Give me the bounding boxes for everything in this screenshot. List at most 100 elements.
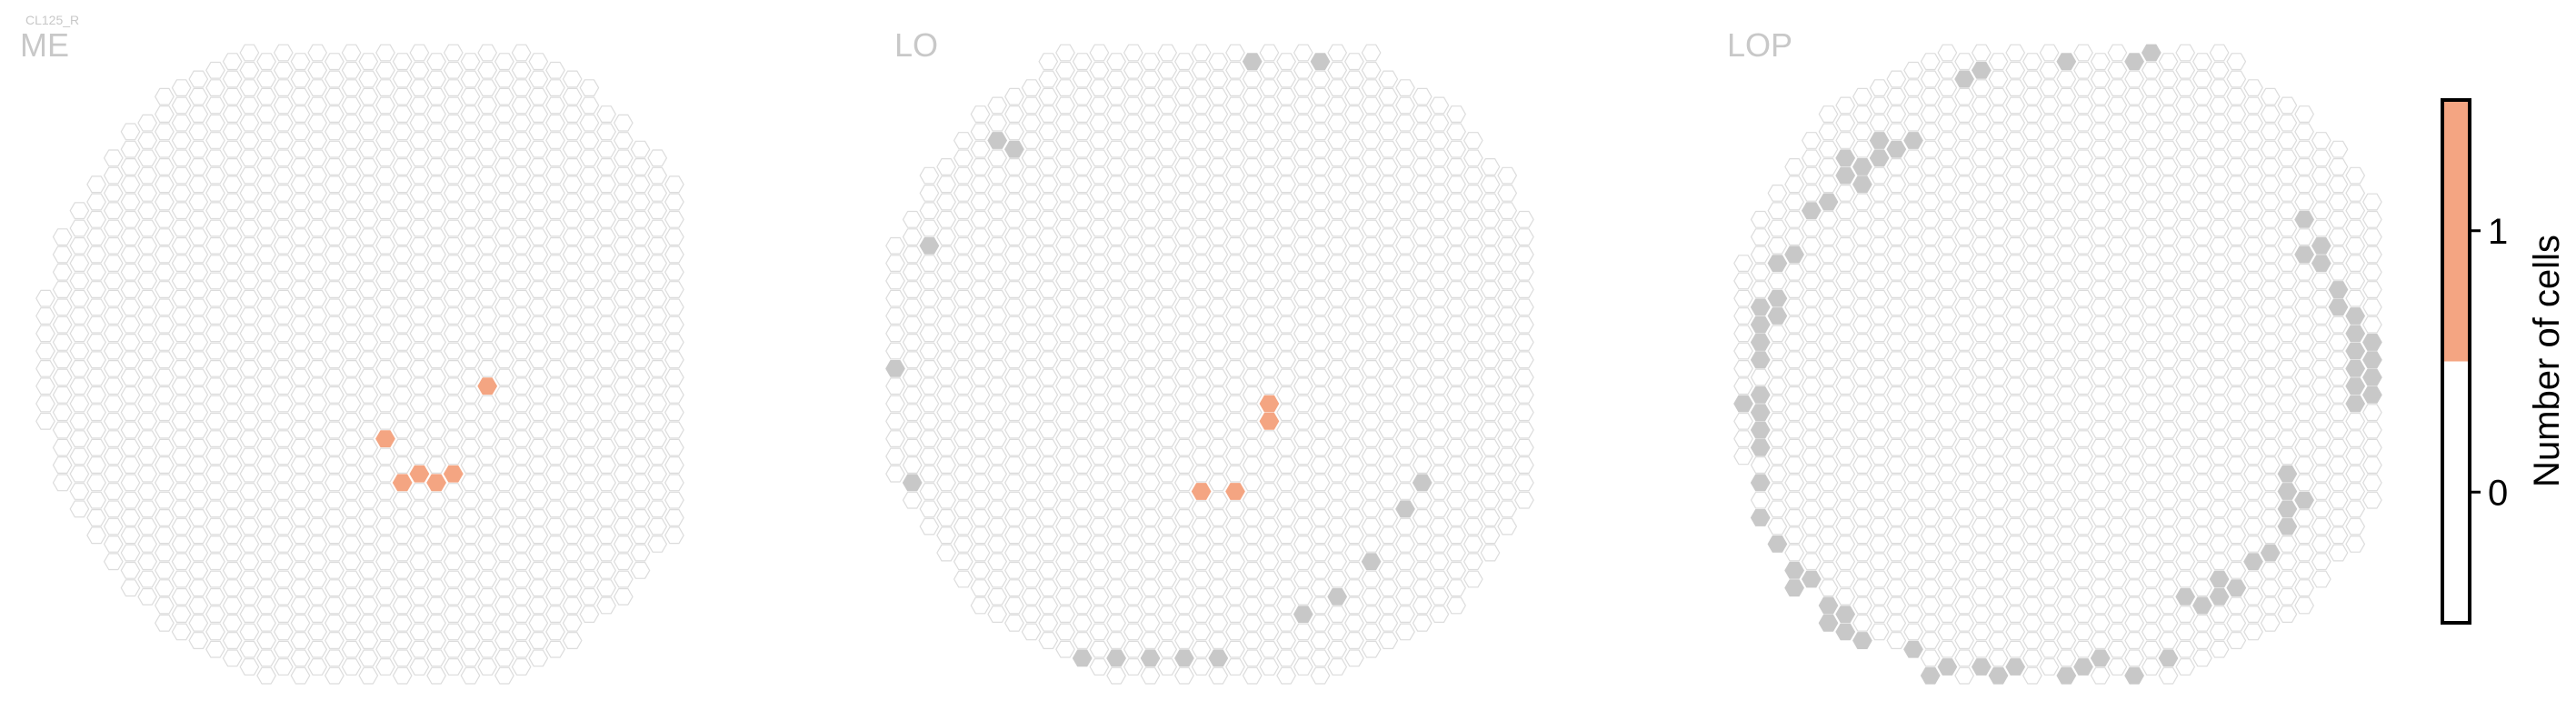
hex-cell — [2362, 315, 2382, 334]
hex-cell — [341, 132, 362, 149]
hex-cell — [2226, 386, 2247, 404]
hex-cell — [1106, 140, 1126, 158]
hex-cell — [239, 465, 260, 483]
hex-cell — [630, 421, 651, 439]
hex-cell — [2090, 351, 2111, 369]
hex-cell — [1276, 438, 1296, 456]
hex-cell — [1988, 544, 2009, 562]
hex-cell — [2090, 228, 2111, 246]
hex-cell — [987, 587, 1008, 606]
hex-cell — [2073, 553, 2093, 571]
hex-cell — [2090, 632, 2111, 650]
hex-cell — [919, 325, 940, 343]
hex-cell — [1021, 132, 1042, 149]
hex-cell — [1106, 632, 1126, 650]
hex-cell — [2073, 114, 2093, 132]
hex-cell — [324, 87, 344, 105]
hex-cell — [596, 421, 616, 439]
hex-cell — [1972, 255, 1992, 272]
hex-cell — [511, 465, 532, 483]
hex-cell — [426, 491, 446, 509]
hex-cell — [511, 289, 532, 307]
hex-cell — [392, 245, 413, 264]
hex-cell — [155, 351, 175, 369]
hex-cell — [2107, 606, 2128, 624]
hex-cell — [2124, 544, 2144, 562]
hex-cell — [1988, 315, 2009, 334]
hex-cell — [256, 105, 276, 123]
hex-cell — [545, 289, 565, 307]
hex-cell — [1242, 579, 1263, 597]
hex-cell — [1767, 517, 1788, 536]
hex-cell — [375, 255, 395, 272]
hex-cell — [596, 596, 616, 615]
hex-cell — [2073, 236, 2093, 255]
hex-cell — [1903, 236, 1923, 255]
hex-cell — [1174, 281, 1194, 298]
hex-cell — [1123, 570, 1143, 588]
hex-cell — [1480, 438, 1501, 456]
hex-cell — [2039, 587, 2060, 606]
hex-cell — [1801, 325, 1822, 343]
hex-cell — [444, 430, 464, 447]
hex-cell — [2005, 623, 2025, 641]
hex-cell — [2142, 517, 2162, 536]
hex-cell — [2192, 158, 2212, 175]
hex-cell — [1123, 255, 1143, 272]
hex-cell — [2226, 368, 2247, 386]
hex-cell — [953, 483, 973, 500]
hex-cell — [2005, 606, 2025, 624]
hex-cell-no-column — [1784, 245, 1804, 264]
hex-cell-no-column — [1004, 140, 1024, 158]
hex-cell — [2107, 658, 2128, 676]
hex-cell — [1395, 430, 1415, 447]
hex-cell — [426, 315, 446, 334]
hex-cell — [1259, 430, 1280, 447]
hex-cell — [1225, 553, 1245, 571]
hex-cell — [1293, 430, 1313, 447]
hex-cell — [2158, 666, 2179, 685]
hex-cell — [274, 272, 294, 290]
hex-cell — [2158, 386, 2179, 404]
hex-cell — [2124, 456, 2144, 475]
hex-cell — [1157, 44, 1178, 62]
hex-cell — [562, 87, 583, 105]
hex-cell — [205, 412, 225, 430]
hex-cell-no-column — [1072, 649, 1093, 667]
hex-cell — [1937, 465, 1958, 483]
hex-cell — [1954, 105, 1974, 123]
hex-cell — [1378, 193, 1399, 211]
hex-cell — [1327, 44, 1348, 62]
hex-cell — [137, 289, 157, 307]
hex-cell — [1395, 114, 1415, 132]
hex-cell — [444, 360, 464, 377]
hex-cell — [1954, 175, 1974, 194]
hex-cell — [1157, 465, 1178, 483]
hex-cell — [86, 438, 106, 456]
hex-cell — [460, 193, 481, 211]
hex-cell — [2294, 298, 2314, 316]
hex-cell — [375, 272, 395, 290]
hex-cell — [1446, 263, 1466, 281]
hex-cell — [936, 210, 956, 228]
hex-cell — [2226, 245, 2247, 264]
hex-cell — [1784, 298, 1804, 316]
hex-cell — [1259, 132, 1280, 149]
hex-cell — [2090, 561, 2111, 579]
hex-cell — [1463, 430, 1483, 447]
hex-cell-no-column — [2277, 517, 2298, 536]
hex-cell — [1886, 386, 1907, 404]
hex-cell — [2192, 368, 2212, 386]
hex-cell — [86, 456, 106, 475]
hex-cell — [2090, 140, 2111, 158]
hex-cell — [2192, 175, 2212, 194]
hex-cell — [1903, 465, 1923, 483]
hex-cell-no-column — [2142, 44, 2162, 62]
hex-cell — [630, 175, 651, 194]
hex-cell — [2005, 395, 2025, 413]
hex-cell — [2022, 281, 2042, 298]
hex-cell — [1072, 438, 1093, 456]
hex-cell — [205, 483, 225, 500]
hex-cell — [1886, 210, 1907, 228]
hex-cell — [1869, 255, 1890, 272]
